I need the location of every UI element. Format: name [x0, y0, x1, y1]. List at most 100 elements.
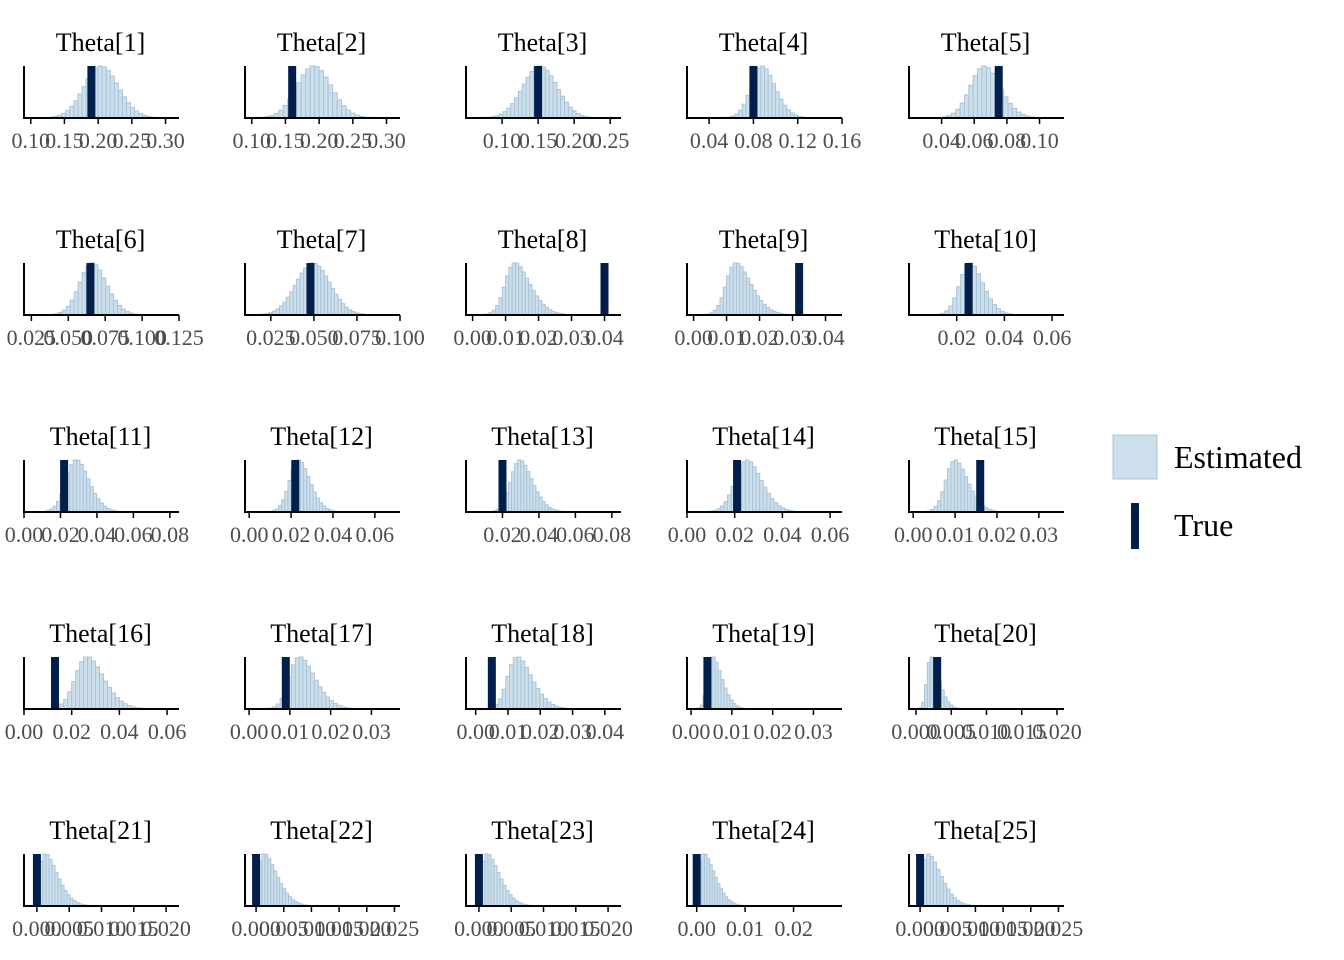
histogram-bar [748, 461, 754, 513]
histogram-bar [99, 673, 104, 710]
true-value-bar [600, 263, 609, 315]
histogram-bar [960, 468, 965, 513]
true-value-bar [976, 460, 985, 512]
panel-theta-24: Theta[24] 0.00 0.01 0.02 [677, 816, 842, 941]
x-tick-label: 0.000 [891, 719, 941, 744]
panel-theta-13: Theta[13] 0.020.040.060.08 [465, 422, 631, 547]
histogram-bar [963, 94, 970, 119]
histogram-bar [72, 459, 78, 513]
true-value-bar [692, 854, 701, 906]
histogram-bar [963, 476, 969, 513]
x-tick-label: 0.050 [44, 325, 94, 350]
histogram-bar [510, 103, 516, 119]
histogram-bar [744, 459, 750, 513]
legend-estimated-label: Estimated [1174, 439, 1302, 475]
x-tick-label: 0.015 [109, 916, 159, 941]
x-tick-label: 0.01 [271, 719, 310, 744]
x-tick-label: 0.02 [483, 522, 522, 547]
histogram-bar [327, 281, 332, 316]
histogram-bar [497, 698, 503, 710]
histogram-bar [67, 691, 73, 710]
x-tick-label: 0.06 [114, 522, 153, 547]
histogram-bar [75, 670, 81, 710]
histogram-bar [341, 105, 347, 119]
histogram-bar [306, 665, 312, 710]
histogram-bar [552, 81, 558, 119]
x-tick-label: 0.075 [80, 325, 130, 350]
histogram-bar [741, 461, 746, 513]
histogram-bar [91, 660, 97, 710]
histogram-bar [953, 459, 959, 513]
x-tick-label: 0.04 [100, 719, 139, 744]
x-tick-label: 0.00 [456, 719, 495, 744]
x-tick-label: 0.01 [713, 719, 752, 744]
x-tick-label: 0.015 [997, 719, 1047, 744]
x-tick-label: 0.005 [923, 916, 973, 941]
x-tick-label: 0.025 [370, 916, 420, 941]
histogram-bar [957, 462, 962, 513]
x-tick-label: 0.02 [311, 719, 350, 744]
histogram-bar [282, 104, 289, 119]
histogram-bar [544, 69, 550, 119]
histogram-bar [571, 110, 577, 119]
histogram-bar [114, 697, 120, 710]
x-tick-label: 0.15 [45, 128, 84, 153]
x-tick-label: 0.01 [707, 325, 746, 350]
x-tick-label: 0.000 [454, 916, 504, 941]
panel-title: Theta[25] [934, 816, 1037, 845]
histogram-bar [501, 688, 507, 710]
x-tick-label: 0.005 [259, 916, 309, 941]
x-tick-label: 0.00 [894, 522, 933, 547]
true-value-bar [86, 263, 95, 315]
x-tick-label: 0.25 [591, 128, 630, 153]
panel-title: Theta[17] [270, 619, 373, 648]
histogram-bar [524, 666, 529, 710]
x-tick-label: 0.04 [922, 128, 961, 153]
histogram-bar [755, 472, 761, 513]
panel-theta-2: Theta[2] 0.100.150.200.250.30 [232, 28, 405, 153]
histogram-bar [778, 98, 784, 119]
x-tick-label: 0.06 [955, 128, 994, 153]
panel-theta-11: Theta[11] 0.000.020.040.060.08 [5, 422, 189, 547]
histogram-bar [556, 89, 562, 119]
panel-theta-18: Theta[18] 0.000.010.020.030.04 [456, 619, 624, 744]
x-tick-label: 0.03 [553, 719, 592, 744]
histogram-bar [970, 490, 975, 513]
x-tick-label: 0.06 [811, 522, 850, 547]
histogram-bar [65, 109, 71, 119]
panel-title: Theta[9] [719, 225, 809, 254]
histogram-bar [97, 269, 103, 316]
x-tick-label: 0.050 [289, 325, 339, 350]
x-tick-label: 0.06 [1033, 325, 1072, 350]
x-tick-label: 0.02 [740, 325, 779, 350]
true-value-bar [60, 460, 69, 512]
panel-theta-8: Theta[8] 0.000.010.020.030.04 [453, 225, 623, 350]
panel-title: Theta[8] [498, 225, 588, 254]
histogram-bar [302, 659, 308, 710]
histogram-bar [69, 299, 75, 316]
x-tick-label: 0.010 [287, 916, 337, 941]
histogram-bar [296, 278, 301, 316]
x-tick-label: 0.075 [332, 325, 382, 350]
x-tick-label: 0.100 [117, 325, 167, 350]
x-tick-label: 0.00 [5, 522, 44, 547]
histogram-bar [546, 701, 552, 710]
panel-title: Theta[7] [277, 225, 367, 254]
histogram-bar [321, 691, 327, 710]
histogram-bar [564, 101, 569, 119]
histogram-bar [990, 72, 996, 119]
true-value-bar [964, 263, 973, 315]
histogram-bar [289, 291, 294, 316]
x-tick-label: 0.00 [677, 916, 716, 941]
histogram-bar [560, 95, 566, 119]
panel-theta-14: Theta[14] 0.00 0.02 0.04 0.06 [668, 422, 850, 547]
histogram-bar [125, 102, 131, 119]
histogram-bar [323, 76, 329, 119]
histogram-bar [760, 65, 765, 119]
histogram-bar [329, 700, 334, 710]
histogram-bar [976, 273, 982, 316]
true-value-bar [474, 854, 483, 906]
